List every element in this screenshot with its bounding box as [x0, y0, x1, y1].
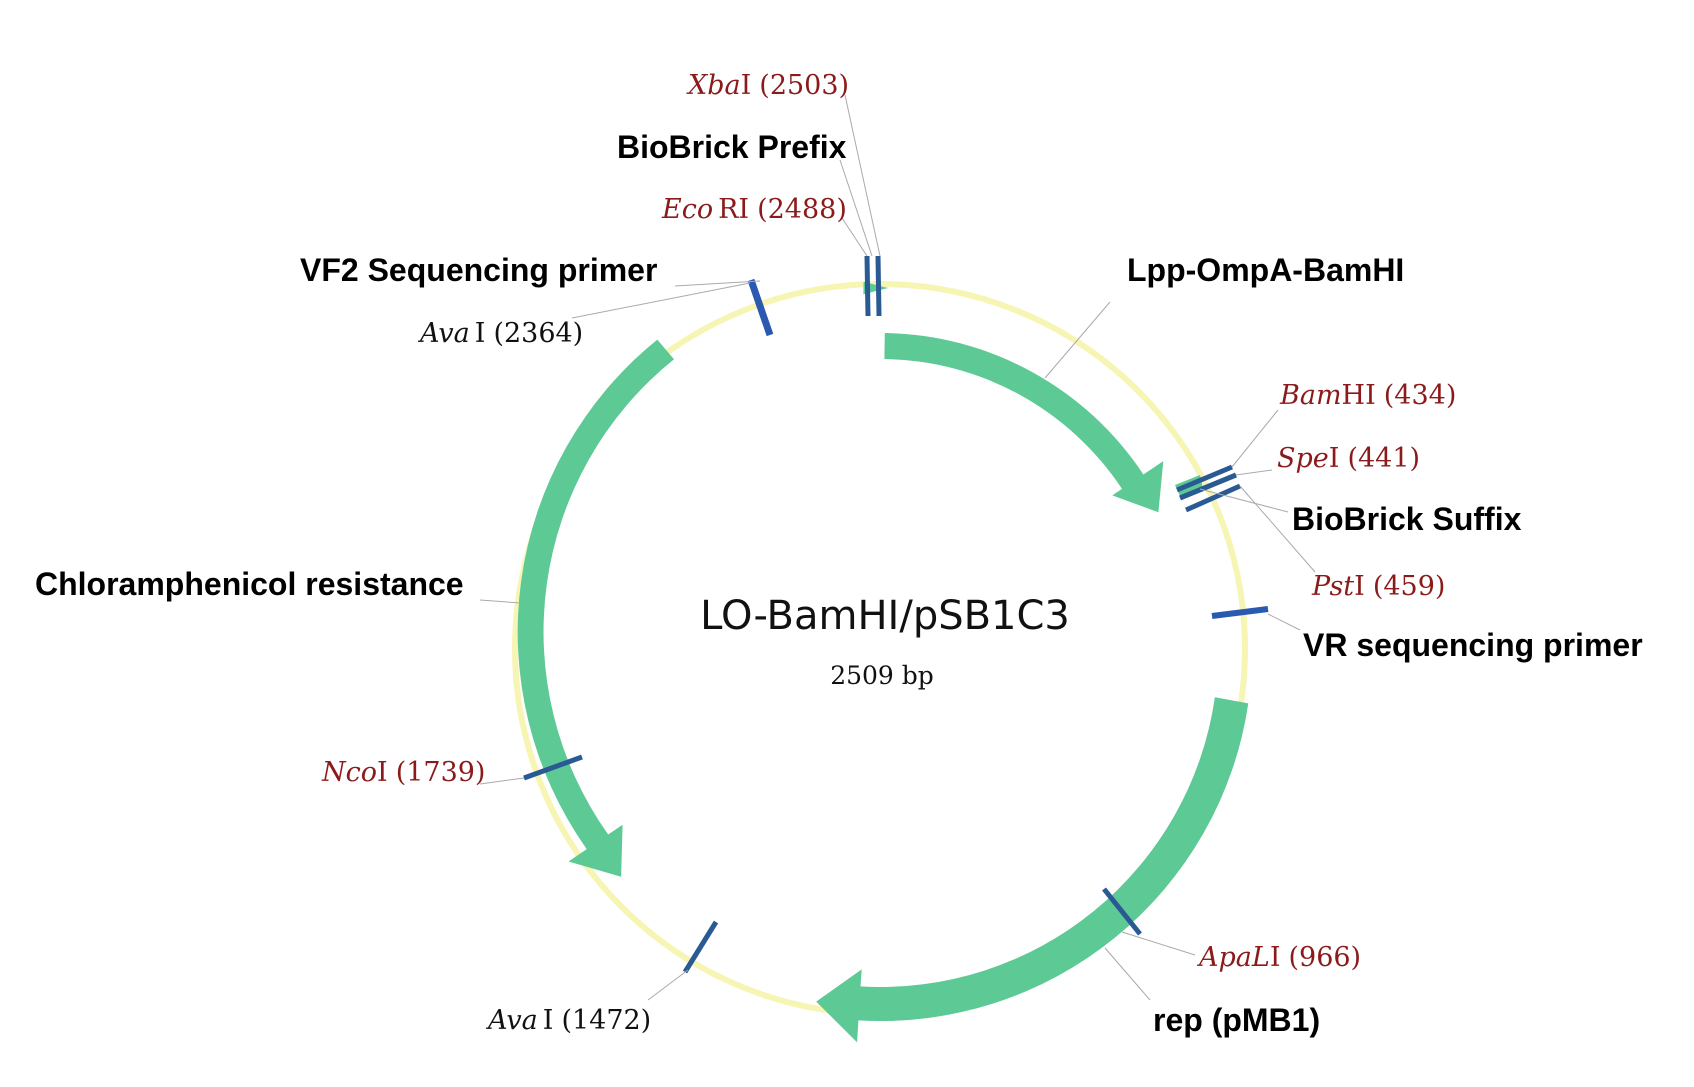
leader-spei — [1235, 469, 1273, 476]
leader-apali — [1121, 931, 1196, 956]
feature-label-vr: VR sequencing primer — [1303, 627, 1643, 663]
leader-ncoi — [479, 777, 525, 785]
site-label-bamhi: BamHI (434) — [1279, 380, 1456, 411]
leader-bamhi — [1231, 409, 1279, 468]
feature-label-biobrick-prefix: BioBrick Prefix — [617, 129, 847, 165]
site-tick-apali — [1102, 887, 1142, 936]
leader-psti — [1239, 485, 1316, 573]
site-label-ava2364: Ava I (2364) — [417, 318, 583, 349]
site-label-ecori: Eco RI (2488) — [661, 194, 847, 225]
primer-vf2 — [747, 278, 774, 337]
leader-lpp — [1044, 301, 1111, 379]
site-tick-ncoi — [523, 754, 583, 781]
site-tick-xbai — [875, 255, 882, 317]
plasmid-size: 2509 bp — [830, 661, 934, 690]
site-tick-psti — [1184, 483, 1242, 513]
feature-label-rep: rep (pMB1) — [1153, 1002, 1320, 1038]
leader-rep — [1104, 947, 1151, 1001]
site-label-xbai: XbaI (2503) — [686, 70, 849, 101]
feature-arrow-lpp-ompa-bamhi — [884, 333, 1164, 513]
site-label-psti: PstI (459) — [1311, 571, 1445, 602]
feature-arrow-chloramphenicol — [517, 339, 674, 877]
site-tick-ecori — [864, 255, 871, 317]
leader-xbai — [844, 94, 881, 257]
leader-vr — [1267, 613, 1301, 631]
leader-ecori — [841, 217, 868, 257]
leader-vf2 — [674, 280, 761, 287]
feature-label-biobrick-suffix: BioBrick Suffix — [1292, 501, 1522, 537]
site-tick-ava1472 — [682, 920, 719, 974]
leader-chloramphenicol — [479, 599, 521, 604]
site-label-ava1472: Ava I (1472) — [485, 1005, 651, 1036]
leader-ava1472 — [647, 969, 689, 1001]
feature-label-vf2: VF2 Sequencing primer — [300, 252, 657, 288]
site-label-spei: SpeI (441) — [1277, 443, 1420, 474]
feature-label-lpp: Lpp-OmpA-BamHI — [1127, 252, 1404, 288]
feature-label-chloramphenicol: Chloramphenicol resistance — [35, 566, 464, 602]
leader-biobrick-prefix — [839, 159, 873, 257]
site-tick-bamhi — [1176, 464, 1233, 493]
site-label-ncoi: NcoI (1739) — [321, 757, 485, 788]
leader-ava2364 — [571, 282, 751, 319]
feature-arrow-rep — [816, 697, 1249, 1043]
plasmid-name: LO-BamHI/pSB1C3 — [700, 593, 1070, 639]
site-tick-spei — [1179, 472, 1237, 501]
site-label-apali: ApaLI (966) — [1196, 942, 1361, 973]
primer-vr — [1211, 606, 1269, 619]
leader-biobrick-suffix — [1199, 488, 1289, 513]
